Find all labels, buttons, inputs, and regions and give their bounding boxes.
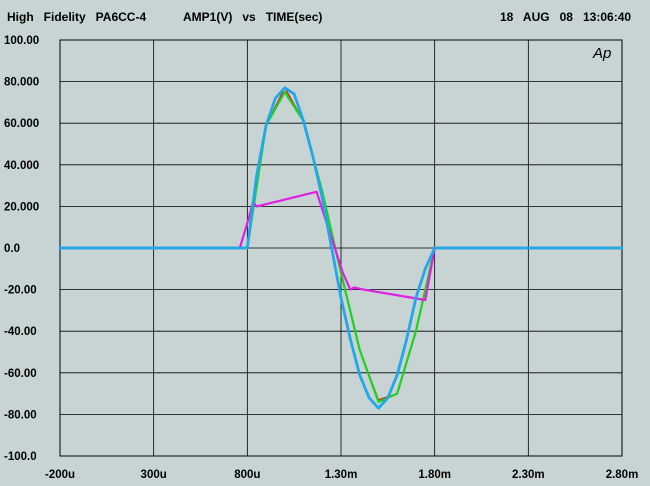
x-tick-label: 300u [141,469,167,481]
y-tick-label: 40.000 [4,160,39,172]
y-tick-label: -100.0 [4,451,37,463]
y-tick-label: 20.000 [4,201,39,213]
chart-title: AMP1(V) vs TIME(sec) [183,10,323,24]
x-tick-label: 2.30m [512,469,545,481]
series-group [58,86,624,410]
y-tick-labels: 100.00 80.000 60.000 40.000 20.000 0.0 -20.00 -… [4,35,39,463]
x-tick-label: 1.30m [325,469,358,481]
instrument-label: High Fidelity PA6CC-4 [7,10,147,24]
ap-logo: Ap [592,45,611,62]
y-tick-label: -60.00 [4,368,37,380]
x-tick-labels: -200u 300u 800u 1.30m 1.80m 2.30m 2.80m [45,469,638,481]
x-tick-label: 2.80m [606,469,639,481]
x-tick-label: 1.80m [418,469,451,481]
time-label: 13:06:40 [583,10,632,24]
x-tick-label: -200u [45,469,75,481]
x-tick-label: 800u [234,469,260,481]
y-tick-label: -20.00 [4,285,37,297]
y-tick-label: 80.000 [4,77,39,89]
date-label: 18 AUG 08 [500,10,573,24]
y-tick-label: 0.0 [4,243,20,255]
y-tick-label: 60.000 [4,118,39,130]
series-line-3 [58,190,624,302]
y-tick-label: 100.00 [4,35,39,47]
y-tick-label: -80.00 [4,409,37,421]
y-tick-label: -40.00 [4,326,37,338]
series-line-4 [58,86,624,410]
